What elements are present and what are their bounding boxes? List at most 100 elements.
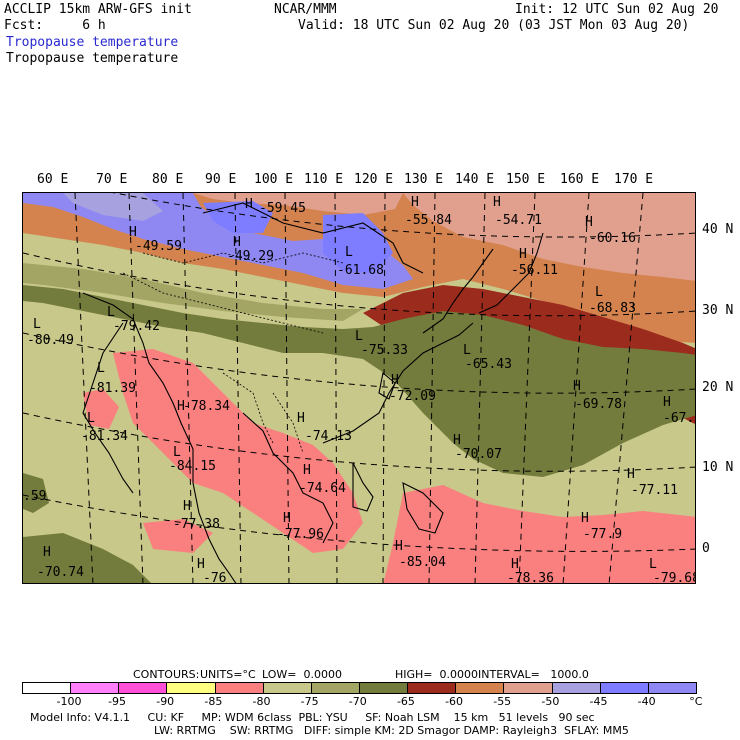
colorbar-tick-label: -85 [204, 695, 223, 708]
coastlines [82, 202, 544, 583]
colorbar [22, 682, 697, 694]
colorbar-tick-label: -65 [396, 695, 415, 708]
map-value-label: -59.45 [259, 201, 306, 216]
lat-label: 30 N [702, 303, 734, 318]
map-value-label: -77.96 [277, 527, 324, 542]
shade-minus70-light [23, 263, 363, 321]
high-marker: H [627, 467, 635, 482]
low-marker: L [355, 329, 363, 344]
shade-minus70-sw [23, 533, 151, 583]
lat-lon-grid [23, 193, 695, 583]
colorbar-tick-label: -75 [300, 695, 319, 708]
high-marker: H [585, 215, 593, 230]
map-value-label: -75.33 [361, 343, 408, 358]
colorbar-tick-label: -55 [493, 695, 512, 708]
colorbar-swatch [551, 682, 601, 694]
map-value-label: -70.74 [37, 565, 84, 580]
low-marker: L [463, 343, 471, 358]
high-marker: H [177, 399, 185, 414]
lon-label: 150 E [506, 172, 546, 187]
colorbar-tick-label: -90 [156, 695, 175, 708]
high-marker: H [183, 499, 191, 514]
shade-minus70-w [23, 473, 49, 513]
map-value-label: -79.42 [113, 319, 160, 334]
lat-label: 40 N [702, 222, 734, 237]
high-marker: H [245, 197, 253, 212]
map-value-label: -56.11 [511, 263, 558, 278]
colorbar-swatch [70, 682, 120, 694]
high-marker: H [283, 511, 291, 526]
low-marker: L [97, 361, 105, 376]
colorbar-tick-label: °C [689, 695, 703, 708]
colorbar-tick-label: -50 [541, 695, 560, 708]
colorbar-swatch [359, 682, 409, 694]
colorbar-swatch [118, 682, 168, 694]
lon-label: 140 E [455, 172, 495, 187]
model-info-line2: LW: RRTMG SW: RRTMG DIFF: simple KM: 2D … [154, 724, 629, 737]
field-title-shaded: Tropopause temperature [6, 35, 179, 50]
low-marker: L [595, 285, 603, 300]
high-marker: H [303, 463, 311, 478]
lon-label: 100 E [254, 172, 294, 187]
lat-label: 0 [702, 541, 710, 556]
model-title: ACCLIP 15km ARW-GFS init [4, 2, 192, 17]
high-marker: H [453, 433, 461, 448]
organization-label: NCAR/MMM [274, 2, 337, 17]
colorbar-swatch [503, 682, 553, 694]
map-value-label: -77.9 [583, 527, 623, 542]
low-marker: L [107, 305, 115, 320]
colorbar-tick-label: -80 [252, 695, 271, 708]
shade-minus80 [113, 349, 363, 553]
map-value-label: -49.29 [227, 249, 274, 264]
lon-label: 80 E [152, 172, 184, 187]
forecast-hour: Fcst: 6 h [4, 18, 106, 33]
colorbar-tick-label: -60 [445, 695, 464, 708]
high-marker: H [395, 539, 403, 554]
lon-label: 60 E [37, 172, 69, 187]
map-value-label: -68.83 [589, 301, 636, 316]
map-value-label: -77.11 [631, 483, 678, 498]
low-marker: L [173, 445, 181, 460]
high-marker: H [233, 235, 241, 250]
low-marker: L [345, 245, 353, 260]
map-value-label: -85.04 [399, 555, 446, 570]
high-marker: H [493, 195, 501, 210]
colorbar-swatch [22, 682, 72, 694]
low-marker: L [33, 317, 41, 332]
shade-minus55-west [193, 193, 403, 215]
shade-minus70 [23, 285, 695, 477]
map-value-label: -77.38 [173, 517, 220, 532]
map-panel: H -59.45 H -55.84 H -54.71 H -49.59 H -4… [22, 192, 696, 584]
map-value-label: -67. [663, 411, 695, 426]
map-value-label: -54.71 [495, 213, 542, 228]
map-value-label: -72.09 [389, 389, 436, 404]
colorbar-swatch [455, 682, 505, 694]
map-value-label: -60.16 [589, 231, 636, 246]
lat-label: 20 N [702, 380, 734, 395]
high-marker: H [573, 379, 581, 394]
map-value-label: -74.64 [299, 481, 346, 496]
map-value-label: -81.34 [81, 429, 128, 444]
low-value-label: LOW= 0.0000 [262, 668, 342, 681]
map-value-label: -70.07 [455, 447, 502, 462]
colorbar-swatch [310, 682, 360, 694]
lon-label: 160 E [560, 172, 600, 187]
high-marker: H [129, 225, 137, 240]
colorbar-tick-label: -95 [108, 695, 127, 708]
map-value-label: -84.15 [169, 459, 216, 474]
units-label: UNITS=°C [200, 668, 256, 681]
colorbar-tick-label: -45 [589, 695, 608, 708]
low-marker: L [649, 557, 657, 572]
map-value-label: -76 [203, 571, 227, 584]
lat-label: 10 N [702, 460, 734, 475]
colorbar-tick-label: -40 [637, 695, 656, 708]
high-marker: H [391, 373, 399, 388]
high-marker: H [297, 411, 305, 426]
colorbar-swatch [407, 682, 457, 694]
map-value-label: .59 [23, 489, 47, 504]
valid-time: Valid: 18 UTC Sun 02 Aug 20 (03 JST Mon … [298, 18, 690, 33]
map-value-label: -79.68 [653, 571, 696, 584]
colorbar-swatch [647, 682, 697, 694]
lon-label: 70 E [96, 172, 128, 187]
map-value-label: -61.68 [337, 263, 384, 278]
